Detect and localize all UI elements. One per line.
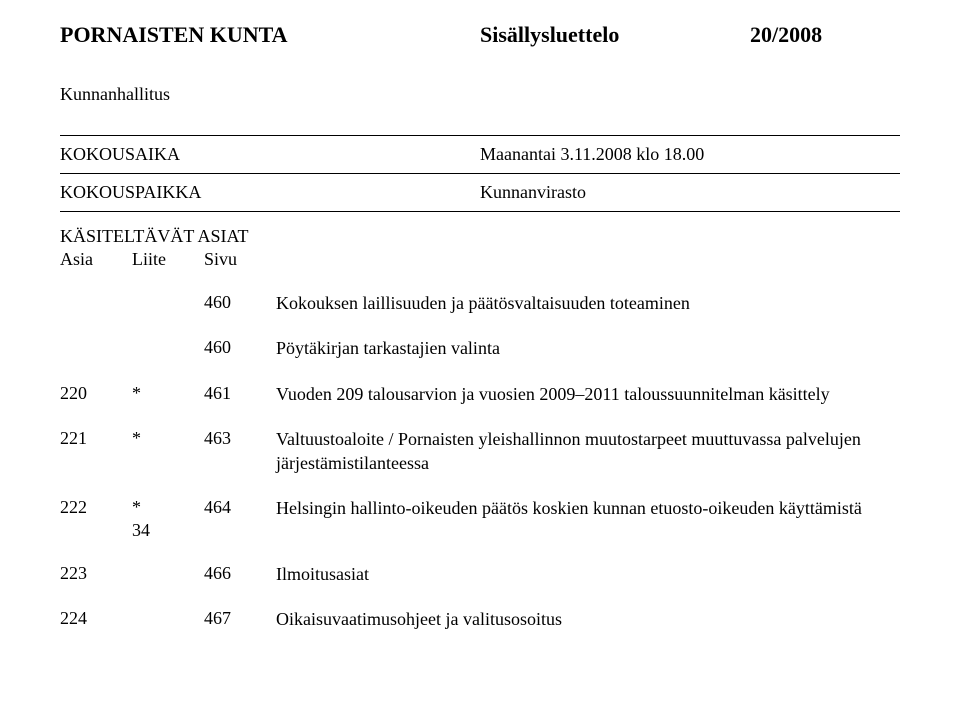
cell-liite: * 34	[132, 497, 204, 541]
cell-liite-main: *	[132, 428, 204, 449]
header-row: PORNAISTEN KUNTA Sisällysluettelo 20/200…	[60, 22, 900, 48]
document-page: PORNAISTEN KUNTA Sisällysluettelo 20/200…	[0, 0, 960, 632]
header-number: 20/2008	[750, 22, 870, 48]
cell-sivu: 466	[204, 563, 276, 584]
cell-desc: Valtuustoaloite / Pornaisten yleishallin…	[276, 428, 900, 475]
list-item: 220 * 461 Vuoden 209 talousarvion ja vuo…	[60, 383, 900, 406]
list-item: 460 Pöytäkirjan tarkastajien valinta	[60, 337, 900, 360]
list-item: 224 467 Oikaisuvaatimusohjeet ja valitus…	[60, 608, 900, 631]
header-org: PORNAISTEN KUNTA	[60, 22, 480, 48]
items-list: 460 Kokouksen laillisuuden ja päätösvalt…	[60, 292, 900, 632]
cell-liite-main: *	[132, 497, 204, 518]
cell-sivu: 463	[204, 428, 276, 449]
meeting-time-label: KOKOUSAIKA	[60, 144, 480, 165]
cell-desc: Pöytäkirjan tarkastajien valinta	[276, 337, 900, 360]
cell-asia: 221	[60, 428, 132, 449]
meeting-time-value: Maanantai 3.11.2008 klo 18.00	[480, 144, 900, 165]
list-item: 460 Kokouksen laillisuuden ja päätösvalt…	[60, 292, 900, 315]
cell-sivu: 464	[204, 497, 276, 518]
meeting-place-row: KOKOUSPAIKKA Kunnanvirasto	[60, 174, 900, 211]
cell-desc: Kokouksen laillisuuden ja päätösvaltaisu…	[276, 292, 900, 315]
cell-sivu: 461	[204, 383, 276, 404]
cell-desc: Helsingin hallinto-oikeuden päätös koski…	[276, 497, 900, 520]
meeting-place-label: KOKOUSPAIKKA	[60, 182, 480, 203]
meeting-block: KOKOUSAIKA Maanantai 3.11.2008 klo 18.00…	[60, 136, 900, 212]
col-liite: Liite	[132, 249, 204, 270]
cell-asia: 220	[60, 383, 132, 404]
cell-sivu: 460	[204, 292, 276, 313]
asiat-columns: Asia Liite Sivu	[60, 249, 900, 270]
header-title: Sisällysluettelo	[480, 22, 750, 48]
cell-liite: *	[132, 383, 204, 404]
cell-sivu: 467	[204, 608, 276, 629]
cell-asia: 223	[60, 563, 132, 584]
cell-asia: 222	[60, 497, 132, 518]
meeting-time-row: KOKOUSAIKA Maanantai 3.11.2008 klo 18.00	[60, 136, 900, 173]
list-item: 221 * 463 Valtuustoaloite / Pornaisten y…	[60, 428, 900, 475]
col-asia: Asia	[60, 249, 132, 270]
cell-sivu: 460	[204, 337, 276, 358]
cell-liite-main: *	[132, 383, 204, 404]
meeting-place-value: Kunnanvirasto	[480, 182, 900, 203]
cell-liite-sub: 34	[132, 520, 204, 541]
cell-desc: Ilmoitusasiat	[276, 563, 900, 586]
cell-desc: Vuoden 209 talousarvion ja vuosien 2009–…	[276, 383, 900, 406]
cell-asia: 224	[60, 608, 132, 629]
asiat-header: KÄSITELTÄVÄT ASIAT	[60, 226, 900, 247]
subheader: Kunnanhallitus	[60, 84, 900, 105]
col-sivu: Sivu	[204, 249, 276, 270]
cell-liite: *	[132, 428, 204, 449]
divider	[60, 211, 900, 212]
cell-desc: Oikaisuvaatimusohjeet ja valitusosoitus	[276, 608, 900, 631]
list-item: 222 * 34 464 Helsingin hallinto-oikeuden…	[60, 497, 900, 541]
list-item: 223 466 Ilmoitusasiat	[60, 563, 900, 586]
